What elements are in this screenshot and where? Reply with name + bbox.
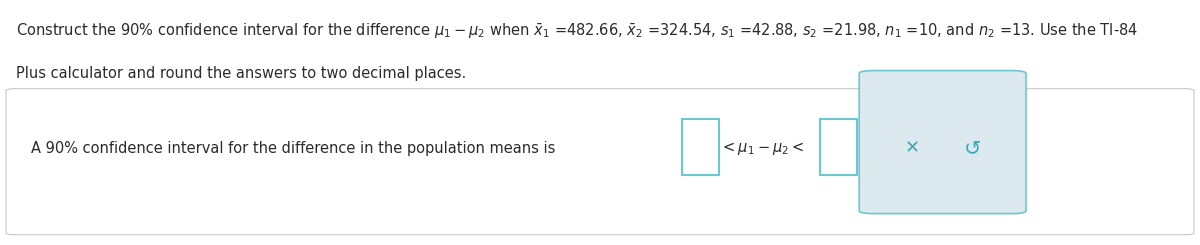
Text: $<\mu_1 - \mu_2 <$: $<\mu_1 - \mu_2 <$ [720,140,804,157]
Text: Plus calculator and round the answers to two decimal places.: Plus calculator and round the answers to… [16,66,466,81]
FancyBboxPatch shape [682,119,719,175]
FancyBboxPatch shape [859,71,1026,214]
FancyBboxPatch shape [820,119,857,175]
FancyBboxPatch shape [6,89,1194,235]
Text: Construct the 90% confidence interval for the difference $\mu_1 - \mu_2$ when $\: Construct the 90% confidence interval fo… [16,22,1138,41]
Text: .: . [857,141,862,156]
Text: A 90% confidence interval for the difference in the population means is: A 90% confidence interval for the differ… [31,141,556,156]
Text: ✕: ✕ [905,139,920,157]
Text: ↺: ↺ [965,138,982,158]
